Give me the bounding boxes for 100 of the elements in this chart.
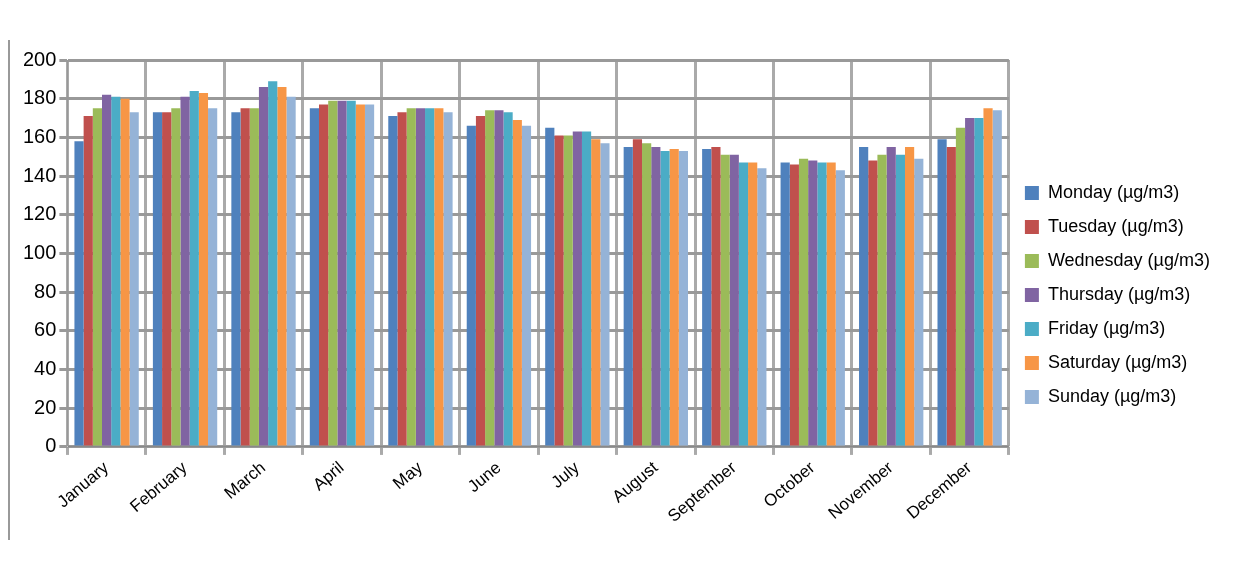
bar [720, 154, 730, 446]
y-tick-label: 80 [34, 279, 57, 302]
y-tick-label: 0 [45, 434, 57, 457]
bar [572, 131, 582, 446]
bar [152, 112, 163, 446]
bar [286, 96, 296, 446]
bar [780, 162, 790, 446]
bar [669, 148, 679, 446]
bar [111, 96, 121, 446]
bar [826, 162, 836, 446]
bar [83, 116, 93, 446]
bar [346, 100, 356, 446]
bar [581, 131, 592, 446]
bar [337, 100, 347, 446]
bar [277, 87, 287, 446]
bar [485, 110, 495, 446]
y-tick-label: 140 [22, 163, 57, 186]
bar [92, 108, 102, 446]
bar [600, 143, 610, 446]
bar [877, 154, 887, 446]
bar [521, 125, 532, 446]
bar [231, 112, 241, 446]
bar [425, 108, 435, 446]
bar [623, 147, 633, 446]
bar [817, 162, 827, 446]
bar [388, 116, 398, 446]
bar [240, 108, 250, 446]
bar [198, 92, 209, 446]
bar [711, 147, 721, 446]
bar [129, 112, 139, 446]
bar [397, 112, 407, 446]
y-tick-label: 160 [22, 124, 57, 147]
bar [406, 108, 416, 446]
bar [660, 150, 670, 446]
bar [74, 141, 84, 446]
bar [563, 135, 573, 446]
bar [835, 170, 845, 446]
bar [494, 110, 504, 446]
bar [554, 135, 564, 446]
bar [886, 147, 896, 446]
bar [914, 158, 924, 446]
legend-label: Monday (µg/m3) [1047, 181, 1180, 202]
bar [258, 87, 269, 446]
bar [955, 127, 966, 446]
bar [180, 96, 190, 446]
bar [309, 108, 319, 446]
legend-label: Wednesday (µg/m3) [1047, 249, 1210, 270]
legend-label: Sunday (µg/m3) [1047, 385, 1177, 406]
bar [512, 119, 522, 446]
bar [757, 168, 767, 446]
bar [678, 150, 688, 446]
bar [651, 147, 661, 446]
bar [748, 162, 758, 446]
legend-label: Friday (µg/m3) [1047, 317, 1166, 338]
bar [729, 154, 739, 446]
bar [798, 158, 809, 446]
bar [789, 164, 799, 446]
bar [632, 139, 643, 446]
bar [328, 100, 338, 446]
bar [545, 127, 555, 446]
bar [702, 148, 712, 446]
y-tick-label: 20 [34, 395, 57, 418]
bar [859, 147, 869, 446]
bar [189, 90, 199, 446]
bar [868, 160, 878, 446]
y-tick-label: 40 [34, 357, 57, 380]
bar [642, 143, 652, 446]
bar [466, 125, 476, 446]
bar [162, 112, 172, 446]
bar [434, 108, 444, 446]
bar [102, 94, 112, 446]
x-tick-label: June [464, 457, 505, 497]
y-tick-label: 100 [22, 240, 57, 263]
bar [208, 108, 218, 446]
bar [992, 110, 1002, 446]
legend-label: Thursday (µg/m3) [1047, 283, 1191, 304]
bar [319, 104, 329, 446]
y-tick-label: 120 [22, 202, 57, 225]
bar [904, 147, 915, 446]
bar [355, 104, 365, 446]
legend-label: Saturday (µg/m3) [1047, 351, 1188, 372]
bar [268, 81, 278, 446]
bar [983, 108, 993, 446]
bar [120, 98, 130, 446]
bar [808, 160, 818, 446]
bar [364, 104, 375, 446]
y-tick-label: 60 [34, 318, 57, 341]
bar [591, 139, 601, 446]
bar [937, 139, 947, 446]
bar [443, 112, 453, 446]
bar [738, 162, 749, 446]
bar [895, 154, 905, 446]
bar [503, 112, 513, 446]
bar [965, 118, 975, 446]
bar [974, 118, 984, 446]
x-tick-label: July [547, 457, 584, 492]
bar [946, 147, 956, 446]
bar [415, 108, 426, 446]
y-tick-label: 180 [22, 86, 57, 109]
legend-label: Tuesday (µg/m3) [1047, 215, 1184, 236]
